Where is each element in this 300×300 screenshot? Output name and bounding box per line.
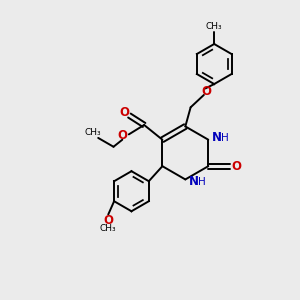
Text: H: H	[198, 177, 206, 187]
Text: O: O	[103, 214, 113, 226]
Text: CH₃: CH₃	[206, 22, 223, 32]
Text: O: O	[119, 106, 129, 118]
Text: O: O	[117, 129, 127, 142]
Text: H: H	[221, 133, 229, 142]
Text: O: O	[231, 160, 241, 173]
Text: CH₃: CH₃	[85, 128, 101, 137]
Text: O: O	[201, 85, 211, 98]
Text: CH₃: CH₃	[100, 224, 117, 233]
Text: N: N	[189, 175, 199, 188]
Text: N: N	[212, 131, 222, 144]
